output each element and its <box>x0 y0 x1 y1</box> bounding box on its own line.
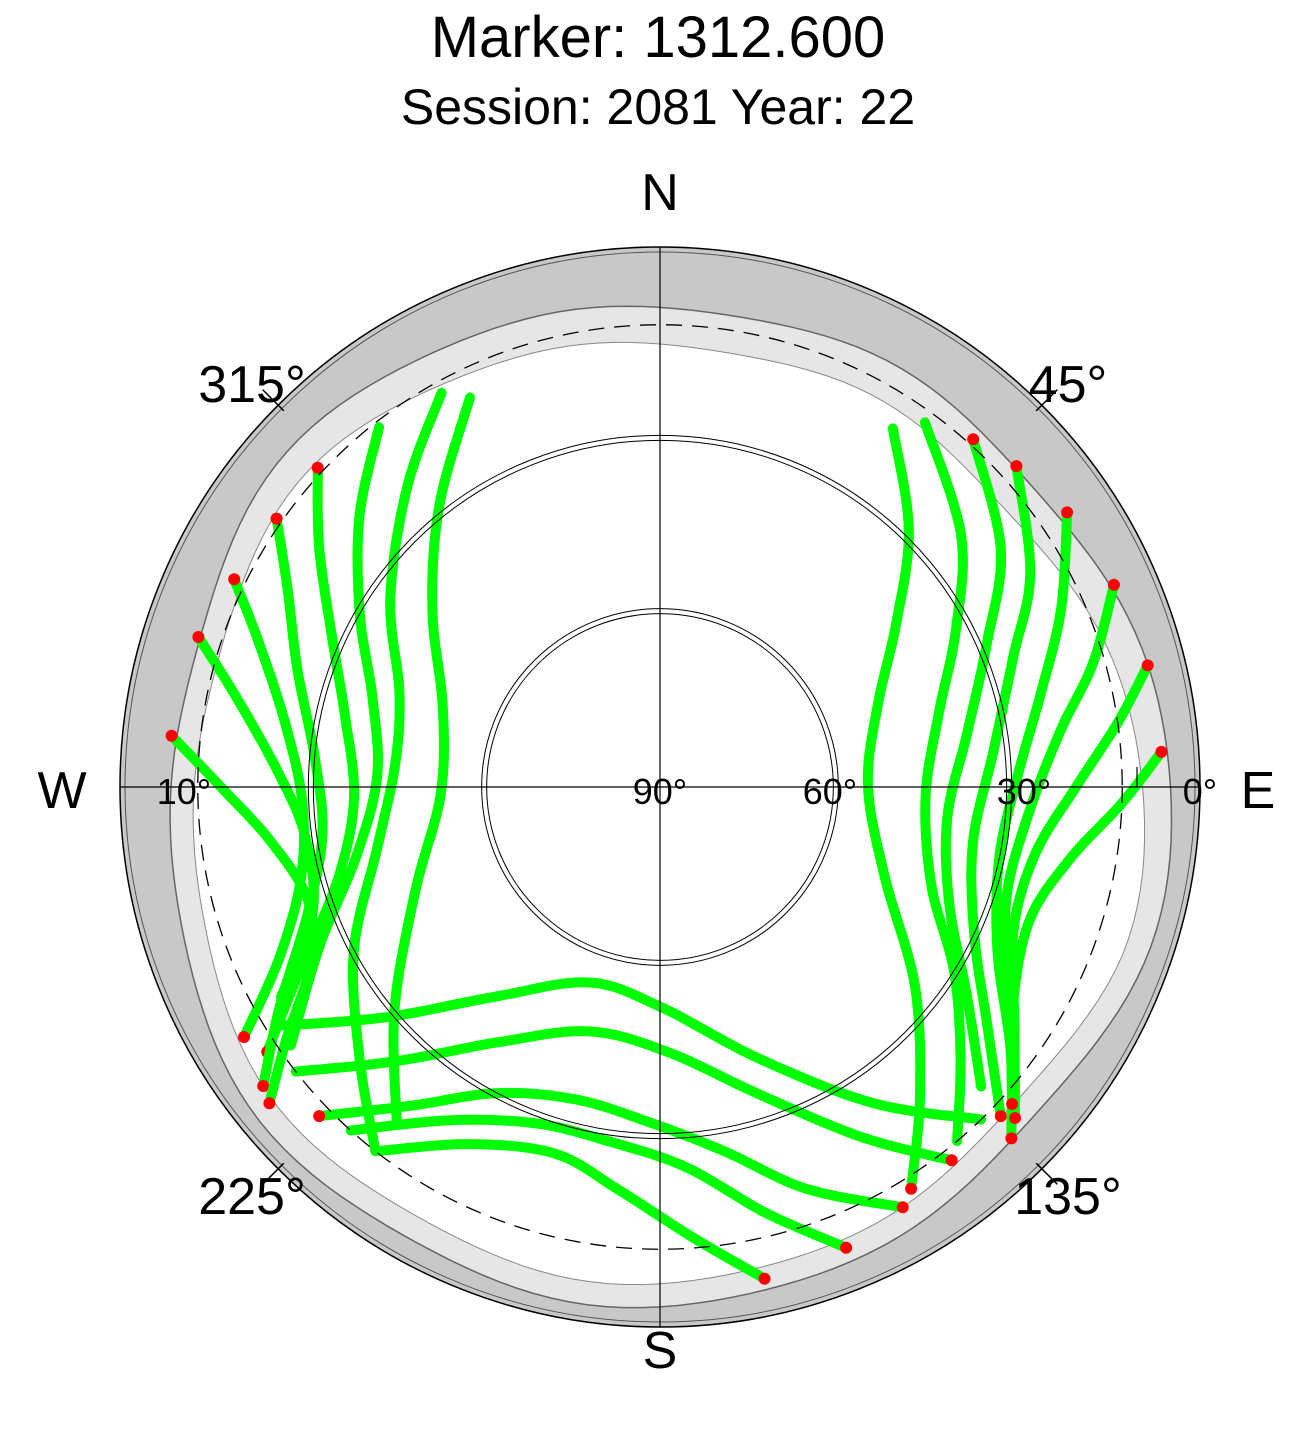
low-elevation-point <box>758 1272 771 1285</box>
azimuth-tick <box>262 1162 285 1185</box>
azimuth-tick <box>1035 1162 1058 1185</box>
low-elevation-point <box>1010 460 1023 473</box>
low-elevation-point <box>192 631 205 643</box>
azimuth-label-135: 135° <box>1014 1168 1122 1226</box>
low-elevation-point <box>1155 745 1168 758</box>
chart-subtitle: Session: 2081 Year: 22 <box>400 79 916 135</box>
azimuth-label-315: 315° <box>198 356 306 414</box>
azimuth-tick <box>1035 389 1058 412</box>
elevation-label-60: 60° <box>803 771 857 812</box>
low-elevation-point <box>313 1110 326 1123</box>
satellite-track-21 <box>272 977 987 1125</box>
chart-title: Marker: 1312.600 <box>430 5 886 70</box>
satellite-track-10 <box>940 434 1007 1092</box>
low-elevation-point <box>1141 659 1154 672</box>
low-elevation-point <box>896 1201 909 1214</box>
low-elevation-point <box>1006 1098 1019 1110</box>
elevation-label-10: 10° <box>157 771 211 812</box>
low-elevation-point <box>1005 1132 1018 1145</box>
compass-south: S <box>643 1322 678 1380</box>
satellite-track-11 <box>966 461 1036 1122</box>
satellite-track-17 <box>314 1087 908 1213</box>
low-elevation-point <box>1107 578 1120 591</box>
low-elevation-point <box>1061 506 1074 519</box>
low-elevation-point <box>228 573 241 586</box>
elevation-label-0: 0° <box>1183 771 1217 812</box>
satellite-track-15 <box>1006 746 1167 1109</box>
low-elevation-point <box>1009 1112 1021 1124</box>
low-elevation-point <box>945 1154 958 1167</box>
compass-west: W <box>37 762 86 820</box>
satellite-track-19 <box>290 1026 957 1166</box>
satellite-track-3 <box>262 462 360 1057</box>
compass-north: N <box>641 164 679 222</box>
satellite-track-2 <box>285 422 384 1051</box>
elevation-label-30: 30° <box>997 771 1051 812</box>
elevation-label-90: 90° <box>633 771 687 812</box>
azimuth-label-45: 45° <box>1029 356 1108 414</box>
satellite-track-5 <box>229 574 309 1042</box>
azimuth-tick <box>262 389 285 412</box>
low-elevation-point <box>165 729 178 742</box>
satellite-track-20 <box>370 1139 770 1284</box>
azimuth-label-225: 225° <box>198 1168 306 1226</box>
low-elevation-point <box>994 1110 1007 1123</box>
low-elevation-point <box>967 433 980 446</box>
low-elevation-point <box>905 1182 918 1195</box>
low-elevation-point <box>263 1097 276 1110</box>
low-elevation-point <box>311 461 324 474</box>
low-elevation-point <box>270 512 283 525</box>
low-elevation-point <box>840 1241 853 1254</box>
low-elevation-point <box>257 1080 270 1092</box>
satellite-track-18 <box>345 1114 852 1253</box>
compass-east: E <box>1241 762 1276 820</box>
low-elevation-point <box>238 1031 250 1043</box>
satellite-track-9 <box>919 417 968 1147</box>
